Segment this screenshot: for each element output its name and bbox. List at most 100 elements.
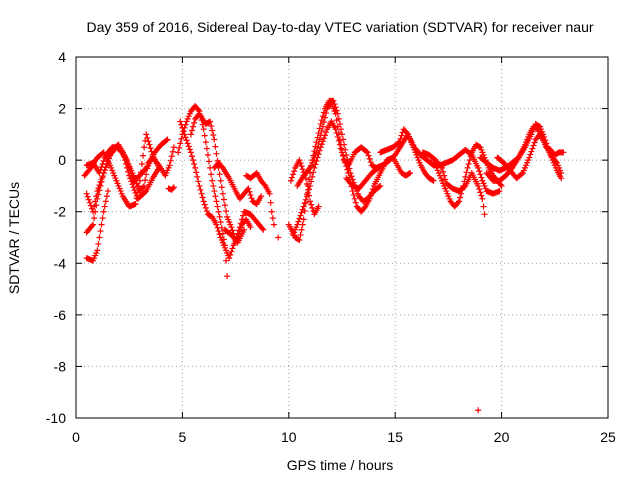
data-point [213, 221, 220, 228]
data-point [146, 141, 153, 148]
data-point [318, 127, 325, 134]
y-tick-label: 4 [58, 49, 66, 65]
data-point [147, 145, 154, 152]
data-point [179, 124, 186, 131]
x-tick-labels: 0 5 10 15 20 25 [72, 429, 616, 445]
data-point [319, 123, 326, 130]
data-point [131, 187, 138, 194]
data-point [442, 176, 449, 183]
data-point [334, 123, 341, 130]
data-point [323, 129, 330, 136]
data-point [145, 138, 152, 145]
data-point [475, 164, 482, 171]
data-point [99, 215, 106, 222]
data-point [211, 136, 218, 143]
data-point [313, 158, 320, 165]
data-point [217, 177, 224, 184]
data-point [531, 139, 538, 146]
data-point [95, 191, 102, 198]
data-point [129, 181, 136, 188]
data-point [558, 170, 565, 177]
data-point [456, 198, 463, 205]
data-point [214, 203, 221, 210]
data-point [209, 177, 216, 184]
data-point [290, 171, 297, 178]
data-point [240, 212, 247, 219]
data-point [93, 202, 100, 209]
x-tick-label: 5 [179, 429, 187, 445]
data-point [301, 172, 308, 179]
data-point [235, 227, 242, 234]
data-point [481, 211, 488, 218]
data-point [478, 192, 485, 199]
data-point [367, 159, 374, 166]
data-point [206, 119, 212, 126]
data-point [463, 169, 470, 176]
data-point [148, 148, 155, 155]
data-point [258, 193, 265, 200]
data-point [144, 165, 151, 172]
data-point [294, 221, 301, 228]
data-point [163, 137, 170, 144]
data-point [437, 163, 444, 170]
data-point [307, 182, 314, 189]
data-point [351, 195, 358, 202]
data-point [141, 182, 148, 189]
data-point [475, 182, 482, 189]
data-point [207, 118, 214, 125]
data-point [478, 174, 485, 181]
data-point [200, 198, 207, 205]
data-point [335, 130, 342, 137]
data-point [96, 187, 103, 194]
data-point [101, 203, 108, 210]
data-point [558, 175, 565, 182]
data-point [237, 220, 244, 227]
data-point [306, 166, 313, 173]
data-point [337, 141, 344, 148]
data-point [100, 158, 107, 165]
data-point [103, 193, 110, 200]
data-point [296, 157, 303, 164]
data-point [210, 132, 217, 139]
data-point [227, 251, 234, 258]
data-point [98, 178, 105, 185]
data-point [268, 208, 275, 215]
data-point [369, 186, 376, 193]
data-point [194, 173, 201, 180]
x-tick-label: 0 [72, 429, 80, 445]
data-point [184, 140, 191, 147]
data-point [188, 153, 195, 160]
data-point [178, 121, 185, 128]
data-point [368, 189, 375, 196]
data-point [96, 182, 103, 189]
data-point [86, 199, 93, 206]
y-tick-label: 0 [58, 152, 66, 168]
data-point [177, 140, 184, 147]
data-point [527, 151, 534, 158]
data-point [335, 137, 342, 144]
data-point [186, 146, 193, 153]
data-point [104, 188, 111, 195]
data-point [94, 195, 101, 202]
data-point [376, 183, 383, 190]
data-point [168, 153, 175, 160]
data-point [307, 198, 314, 205]
data-point [303, 180, 310, 187]
data-point [192, 164, 199, 171]
data-point [91, 215, 98, 222]
data-point [128, 178, 135, 185]
data-point [288, 174, 295, 181]
data-point [312, 161, 319, 168]
data-point [529, 145, 536, 152]
data-point [170, 144, 177, 151]
y-tick-label: -10 [46, 410, 66, 426]
data-point [291, 168, 298, 175]
axis-ticks [75, 56, 609, 419]
data-point [319, 138, 326, 145]
data-point [406, 170, 413, 177]
data-point [206, 158, 212, 165]
data-point [352, 199, 359, 206]
data-point [88, 222, 95, 229]
data-point [218, 184, 225, 191]
data-point [202, 204, 209, 211]
